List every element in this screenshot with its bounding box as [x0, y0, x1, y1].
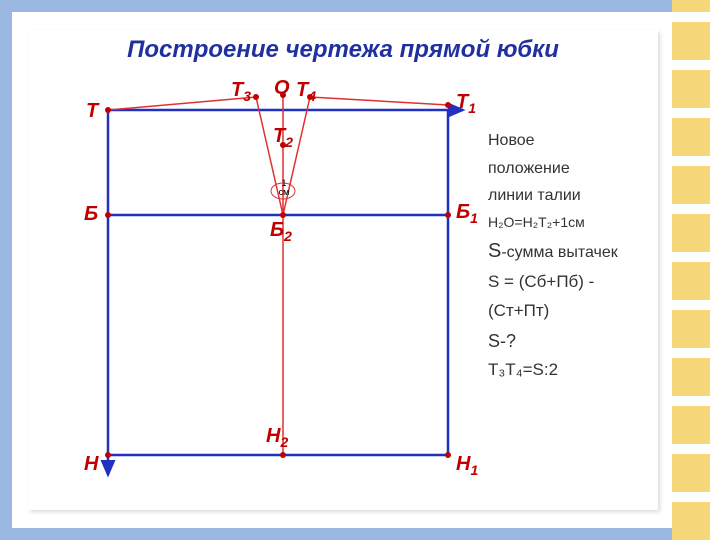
label-H1: Н1: [456, 453, 478, 478]
label-T4: Т4: [296, 79, 316, 104]
anno-formula2: S-сумма вытачек: [488, 238, 653, 265]
label-T: Т: [86, 100, 98, 123]
label-B2: Б2: [270, 219, 292, 244]
label-T1: Т1: [456, 91, 476, 116]
label-H: Н: [84, 453, 98, 476]
content-panel: Построение чертежа прямой юбки Т Т1 Т3 О…: [28, 30, 658, 510]
anno-intro2: положение: [488, 158, 653, 180]
anno-formula4: S-?: [488, 329, 653, 353]
label-B1: Б1: [456, 201, 478, 226]
frame-border-top: [0, 0, 720, 12]
label-T2: Т2: [273, 125, 293, 150]
label-T3: Т3: [231, 79, 251, 104]
label-O: О: [274, 77, 290, 100]
anno-formula3b: (Ст+Пт): [488, 300, 653, 323]
label-H2: Н2: [266, 425, 288, 450]
diagram-svg: [48, 75, 478, 495]
anno-intro1: Новое: [488, 130, 653, 152]
anno-formula1: Н₂О=Н₂Т₂+1см: [488, 213, 653, 232]
annotation-block: Новое положение линии талии Н₂О=Н₂Т₂+1см…: [488, 130, 653, 388]
frame-border-left: [0, 0, 12, 540]
page-title: Построение чертежа прямой юбки: [28, 36, 658, 64]
diagram: Т Т1 Т3 О Т4 Т2 Б Б1 Б2 Н Н1 Н2 1 см: [48, 75, 478, 495]
anno-formula3a: S = (Сб+Пб) -: [488, 271, 653, 294]
frame-border-bottom: [0, 528, 720, 540]
frame-border-right: [672, 0, 720, 540]
anno-formula5: Т₃Т₄=S:2: [488, 359, 653, 382]
page-frame: Построение чертежа прямой юбки Т Т1 Т3 О…: [0, 0, 720, 540]
label-1cm: 1 см: [277, 179, 291, 197]
anno-intro3: линии талии: [488, 185, 653, 207]
label-B: Б: [84, 203, 98, 226]
